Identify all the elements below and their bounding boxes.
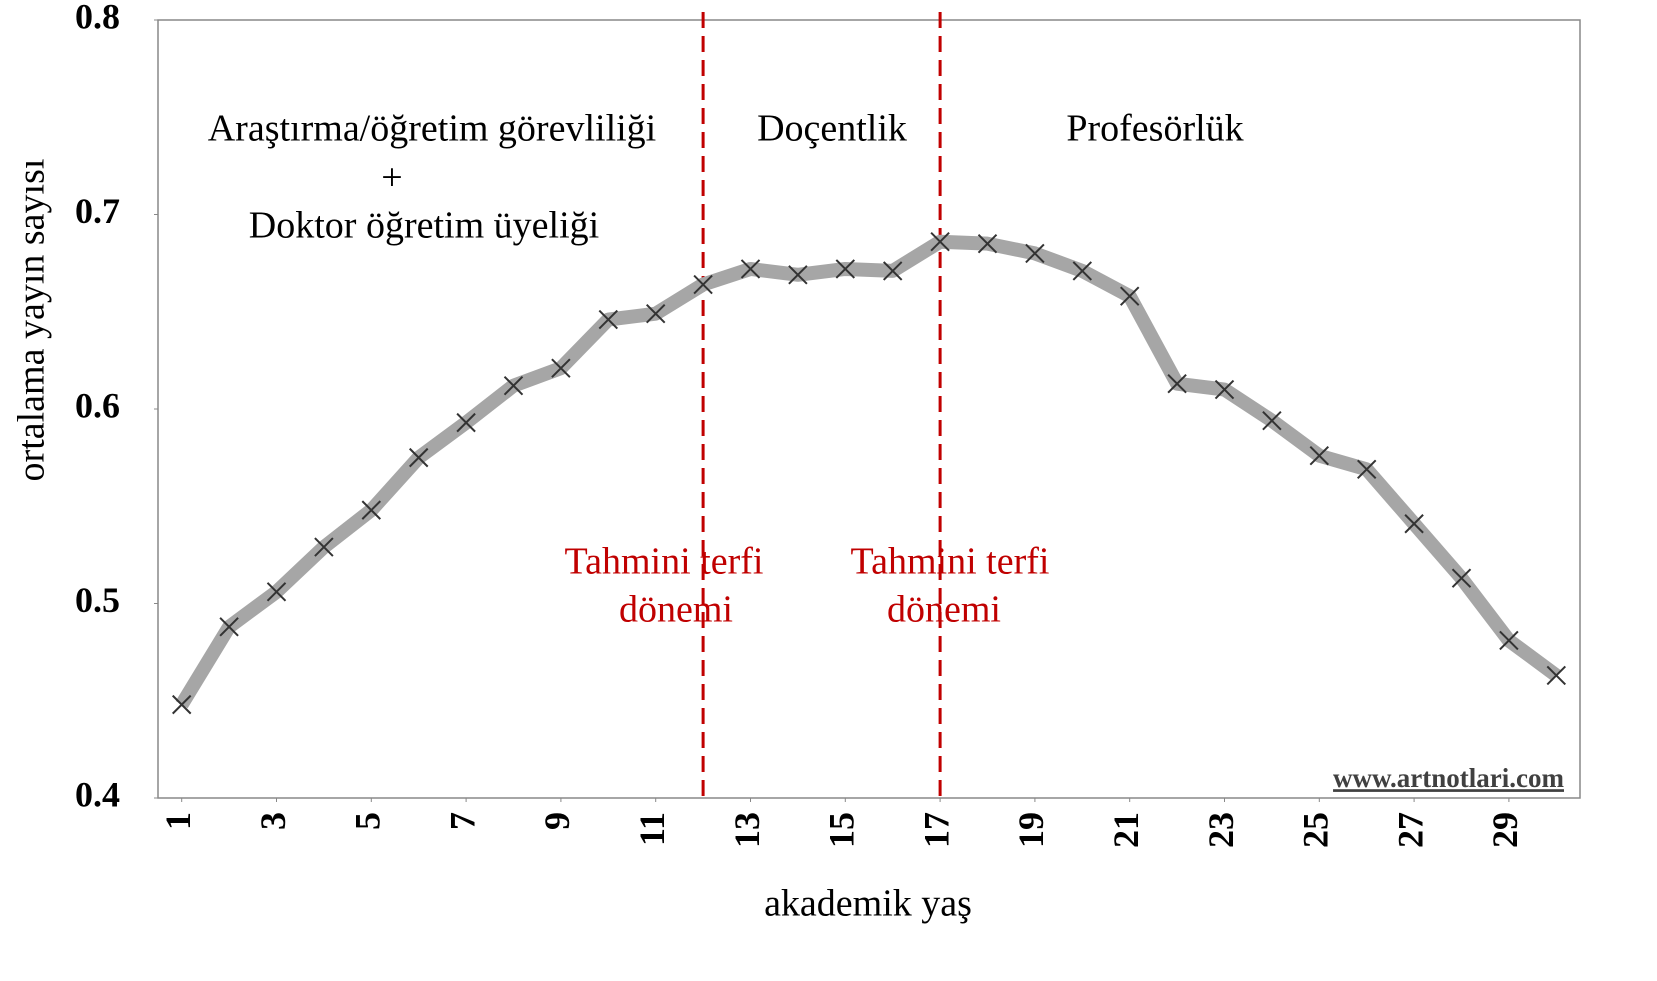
x-tick-label: 9 [537,812,577,830]
promotion-label: Tahmini terfi [565,541,764,583]
y-tick-label: 0.5 [75,580,120,620]
x-tick-label: 11 [632,812,672,846]
x-tick-label: 23 [1201,812,1241,848]
x-tick-label: 21 [1106,812,1146,848]
data-marker [361,500,382,520]
data-marker [1546,665,1567,686]
region-label: Doçentlik [757,108,907,150]
x-tick-label: 5 [348,812,388,830]
data-marker [1356,459,1377,480]
data-marker [1167,374,1187,394]
data-marker [788,265,808,285]
data-marker [171,694,192,715]
data-marker [1119,286,1140,306]
x-tick-label: 15 [822,812,862,848]
data-marker [219,617,239,637]
data-marker [1499,630,1519,651]
data-marker [266,582,287,602]
y-tick-label: 0.6 [75,385,120,425]
promotion-label: dönemi [619,589,733,631]
data-marker [456,412,476,433]
y-tick-label: 0.8 [75,0,120,36]
data-marker [1262,410,1282,431]
watermark: www.artnotlari.com [1333,763,1564,793]
data-marker [1404,514,1424,534]
region-label: Doktor öğretim üyeliği [249,205,599,247]
data-marker [1309,445,1330,466]
promotion-label: Tahmini terfi [851,541,1050,583]
x-axis-label: akademik yaş [764,883,972,925]
x-tick-label: 13 [727,812,767,848]
data-marker [740,259,761,279]
data-marker [503,375,524,396]
x-tick-label: 7 [442,812,482,830]
region-label: Araştırma/öğretim görevliliği [208,108,657,150]
x-tick-label: 25 [1296,812,1336,848]
region-label: + [381,157,402,199]
data-marker [1214,379,1235,400]
y-tick-label: 0.4 [75,774,120,814]
data-marker [645,303,666,324]
data-marker [408,447,429,468]
region-label: Profesörlük [1066,108,1243,150]
data-marker [314,537,334,557]
x-tick-label: 27 [1390,812,1430,848]
data-marker [1451,568,1472,588]
data-marker [693,274,713,295]
data-marker [1025,243,1045,264]
data-marker [835,259,856,279]
y-tick-label: 0.7 [75,191,120,231]
x-tick-label: 29 [1485,812,1525,848]
data-marker [1072,261,1093,281]
promotion-label: dönemi [887,589,1001,631]
x-tick-label: 3 [253,812,293,830]
data-line [175,234,1561,709]
data-marker [882,261,903,281]
y-axis-label: ortalama yayın sayısı [11,159,53,482]
data-marker [598,309,619,330]
data-marker [977,233,998,254]
data-marker [551,358,571,378]
x-tick-label: 19 [1011,812,1051,848]
data-marker [930,232,950,252]
x-tick-label: 1 [158,812,198,830]
x-tick-label: 17 [916,812,956,848]
